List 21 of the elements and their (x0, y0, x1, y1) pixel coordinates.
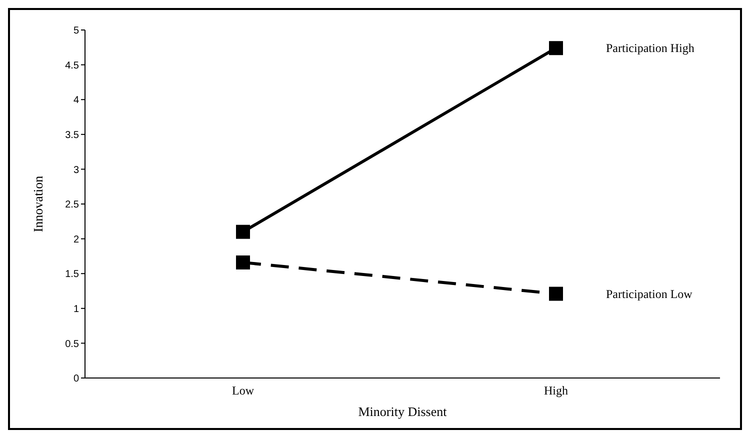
text: Participation High (606, 41, 694, 56)
x-tick-label: Low (232, 384, 254, 398)
x-tick-label: High (544, 384, 568, 398)
point (236, 255, 250, 270)
point (549, 286, 563, 301)
y-tick-label: 1.5 (65, 269, 80, 280)
y-tick-label: 1 (73, 304, 80, 315)
y-axis-title: Innovation (30, 175, 46, 232)
y-tick-label: 4.5 (65, 60, 80, 72)
y-tick-label: 0.5 (65, 338, 80, 350)
y-tick-label: 2.5 (65, 200, 80, 211)
y-tick-label: 2 (73, 234, 80, 246)
text: Participation Low (606, 286, 693, 301)
y-tick-label: 3 (73, 164, 80, 176)
y-tick-label: 4 (73, 95, 80, 106)
y-tick-label: 5 (73, 26, 80, 37)
y-tick-label: 0 (73, 374, 80, 385)
x-axis-title: Minority Dissent (358, 404, 448, 419)
point (549, 41, 563, 56)
point (236, 224, 250, 239)
y-tick-label: 3.5 (65, 130, 80, 141)
